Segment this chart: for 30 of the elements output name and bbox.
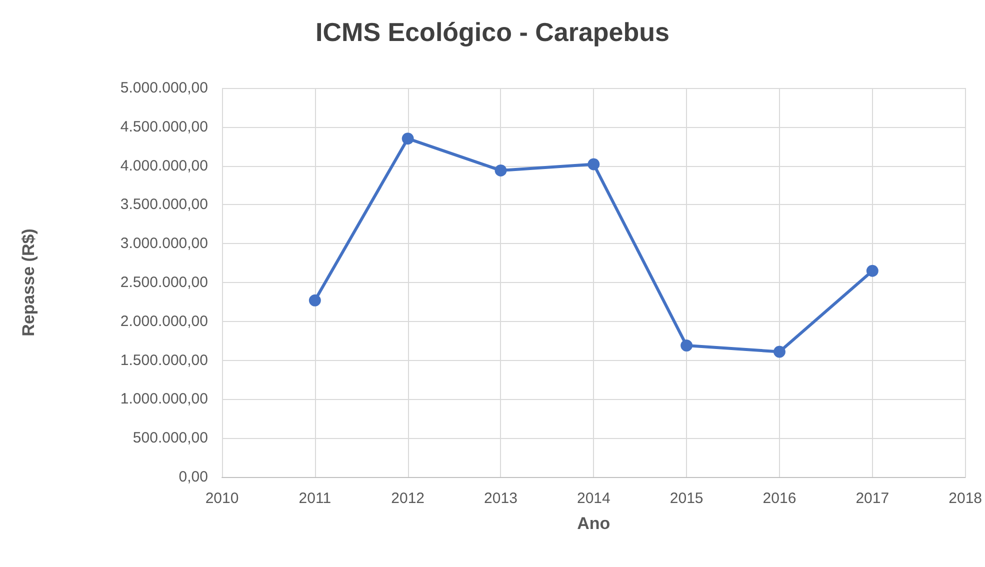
x-tick-label: 2014: [576, 490, 610, 507]
y-tick-label: 2.000.000,00: [120, 312, 208, 330]
point: [866, 264, 878, 277]
x-tick-label: 2013: [484, 490, 518, 507]
y-tick-label: 3.000.000,00: [120, 235, 208, 252]
y-tick-label: 2.500.000,00: [120, 274, 208, 291]
x-tick-label: 2015: [670, 490, 704, 507]
x-tick-label: 2011: [298, 490, 332, 507]
y-tick-label: 0,00: [178, 468, 208, 486]
chart-title: ICMS Ecológico - Carapebus: [316, 17, 670, 47]
x-tick-label: 2016: [762, 490, 796, 507]
x-tick-label: 2018: [948, 490, 982, 507]
point: [680, 340, 693, 352]
y-tick-label: 5.000.000,00: [120, 80, 208, 96]
point: [308, 294, 321, 306]
y-tick-label: 4.000.000,00: [120, 157, 208, 174]
point: [774, 346, 786, 358]
x-tick-label: 2017: [856, 490, 890, 507]
x-tick-label: 2010: [205, 490, 239, 507]
y-tick-label: 1.500.000,00: [120, 352, 208, 369]
y-tick-label: 3.500.000,00: [120, 196, 208, 214]
x-tick-label: 2012: [391, 490, 425, 507]
x-axis-title: Ano: [577, 514, 610, 533]
y-tick-label: 4.500.000,00: [120, 118, 208, 136]
point: [402, 132, 414, 145]
point: [494, 164, 507, 176]
y-axis-title: Repasse (R$): [19, 228, 38, 336]
y-tick-label: 1.000.000,00: [120, 390, 208, 408]
point: [588, 158, 600, 170]
y-tick-label: 500.000,00: [132, 430, 208, 447]
